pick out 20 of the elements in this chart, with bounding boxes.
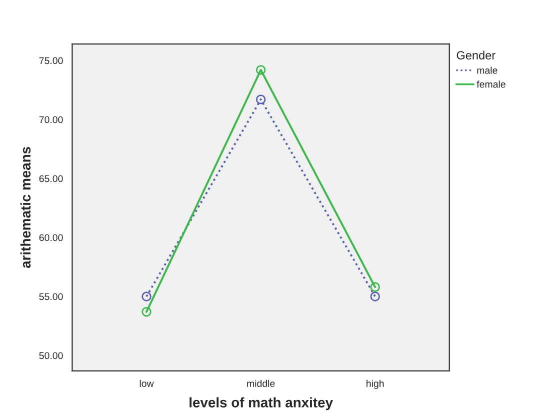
point [370,282,380,292]
point [256,94,266,104]
y-tick-label: 70.00 [39,116,63,124]
legend-label: female [476,80,506,88]
x-axis-title: levels of math anxitey [190,397,333,410]
y-tick-label: 50.00 [39,352,63,360]
legend-title: Gender [456,50,496,60]
y-tick-label: 75.00 [39,57,63,64]
y-tick-label: 60.00 [39,234,63,242]
y-tick-label: 65.00 [39,175,63,182]
y-tick-label: 55.00 [39,293,63,300]
point [142,306,152,317]
point [370,292,380,302]
x-tick-label: low [140,380,154,387]
y-axis-title: arithematic means [20,146,31,268]
point [256,65,266,75]
point [142,292,152,302]
x-tick-label: middle [247,380,275,387]
legend-label: male [477,66,498,74]
x-tick-label: high [366,380,384,389]
